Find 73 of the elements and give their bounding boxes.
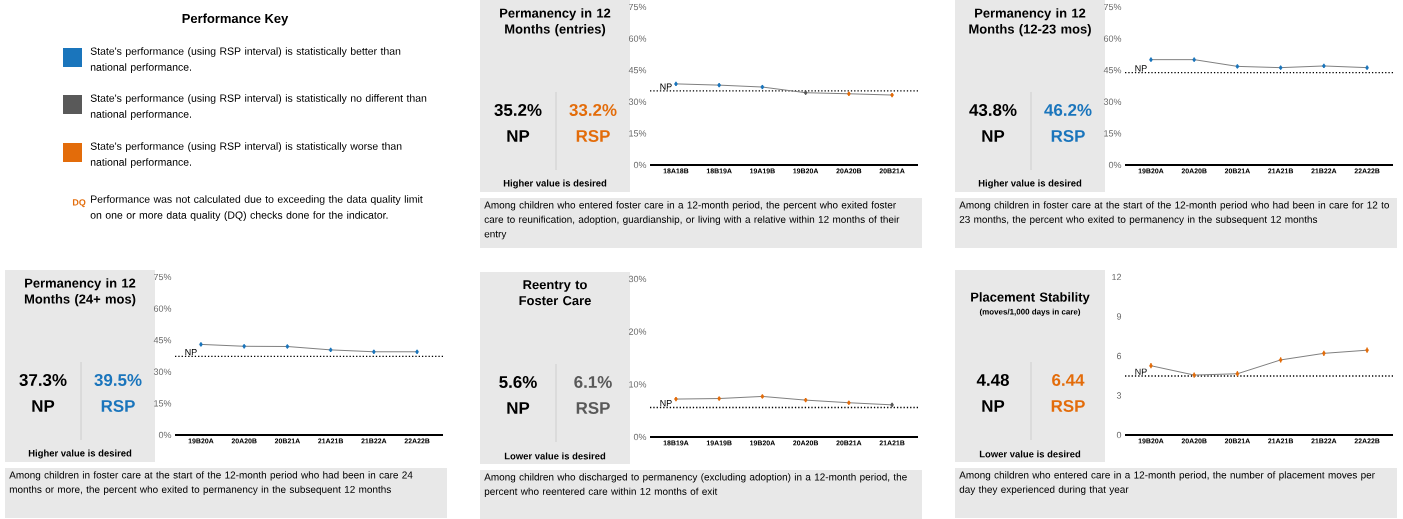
text: State's performance (using RSP interval) is statistically better than national performance. <box>90 47 401 73</box>
text: 35.2% <box>494 103 542 116</box>
ref-line-label: NP <box>1135 65 1147 72</box>
y-tick-label: 60% <box>1104 35 1122 42</box>
ref-line-label: NP <box>660 400 672 407</box>
text: Placement Stability <box>971 292 1090 305</box>
y-tick-label: 0% <box>158 431 172 439</box>
text: 37.3% <box>19 373 67 386</box>
y-tick-label: 75% <box>1104 3 1122 11</box>
text: Lower value is desired <box>504 452 606 460</box>
y-tick-label: 0% <box>633 161 647 169</box>
text: NP <box>982 400 1005 412</box>
y-tick-label: 12 <box>1112 273 1122 281</box>
text: 33.2% <box>569 103 617 116</box>
text: Among children in foster care at the start of the 12-month period who had been in care for 12 to 23 months, the percent who exited to permanency in the subsequent 12 months <box>959 201 1389 225</box>
y-tick-label: 15% <box>629 130 647 137</box>
text: NP <box>32 400 55 412</box>
y-tick-label: 10% <box>629 381 647 388</box>
y-tick-label: 75% <box>154 273 172 281</box>
y-tick-label: 15% <box>154 400 172 407</box>
text: Among children who discharged to permanency (excluding adoption) in a 12-month period, the percent who reentered care within 12 months of exit <box>484 473 907 497</box>
text: State's performance (using RSP interval) is statistically no different than national performance. <box>90 94 427 120</box>
y-tick-label: 0% <box>1108 161 1122 169</box>
text: Reentry to Foster Care <box>519 280 591 306</box>
text: Among children in foster care at the start of the 12-month period who had been in care 24 months or more, the percent who exited to permanency in the subsequent 12 months <box>9 471 413 495</box>
text: RSP <box>576 401 610 414</box>
y-tick-label: 30% <box>153 368 172 375</box>
y-tick-label: 45% <box>628 67 647 74</box>
y-tick-label: 45% <box>1103 67 1122 74</box>
y-tick-label: 20% <box>629 328 647 335</box>
text: RSP <box>1051 129 1085 142</box>
text: Higher value is desired <box>503 179 607 189</box>
text: DQ <box>72 199 86 208</box>
y-tick-label: 0 <box>1116 431 1122 439</box>
text: RSP <box>1051 399 1085 412</box>
text: Higher value is desired <box>28 449 132 459</box>
text: NP <box>982 130 1005 142</box>
text: Performance was not calculated due to exceeding the data quality limit on one or more data quality (DQ) checks done for the indicator. <box>90 195 423 221</box>
y-tick-label: 45% <box>153 337 172 344</box>
text: 6.1% <box>574 375 612 388</box>
text: Permanency in 12 Months (entries) <box>500 8 611 37</box>
y-tick-label: 9 <box>1116 313 1122 320</box>
ref-line-label: NP <box>660 83 672 90</box>
text: Among children who entered foster care in a 12-month period, the percent who exited foster care to reunification, adoption, guardianship, or living with a relative within 12 months of their entry <box>484 201 900 240</box>
y-tick-label: 15% <box>1104 130 1122 137</box>
text: State's performance (using RSP interval) is statistically worse than national performance. <box>90 142 402 168</box>
text: NP <box>507 130 530 142</box>
y-tick-label: 60% <box>629 35 647 42</box>
ref-line-label: NP <box>185 349 197 356</box>
text: 39.5% <box>94 373 142 386</box>
text: NP <box>507 402 530 414</box>
text: 43.8% <box>969 103 1017 116</box>
text: RSP <box>576 129 610 142</box>
text: Lower value is desired <box>979 450 1081 458</box>
text: RSP <box>101 399 135 412</box>
text: Permanency in 12 Months (24+ mos) <box>24 278 136 307</box>
y-tick-label: 0% <box>633 433 647 441</box>
text: Permanency in 12 Months (12-23 mos) <box>969 8 1091 37</box>
y-tick-label: 30% <box>628 98 647 105</box>
text: 4.48 <box>976 373 1009 386</box>
text: 6.44 <box>1052 373 1085 386</box>
text: 46.2% <box>1044 103 1092 116</box>
y-tick-label: 60% <box>154 305 172 312</box>
ref-line-label: NP <box>1135 368 1147 375</box>
y-tick-label: 30% <box>628 275 647 283</box>
text: Higher value is desired <box>978 179 1082 189</box>
text: Among children who entered care in a 12-month period, the number of placement moves per day they experienced during that year <box>959 471 1375 495</box>
y-tick-label: 30% <box>1103 98 1122 105</box>
y-tick-label: 75% <box>629 3 647 11</box>
y-tick-label: 6 <box>1116 352 1122 360</box>
text: 5.6% <box>499 375 537 388</box>
y-tick-label: 3 <box>1116 392 1122 399</box>
text: Performance Key <box>182 13 289 26</box>
